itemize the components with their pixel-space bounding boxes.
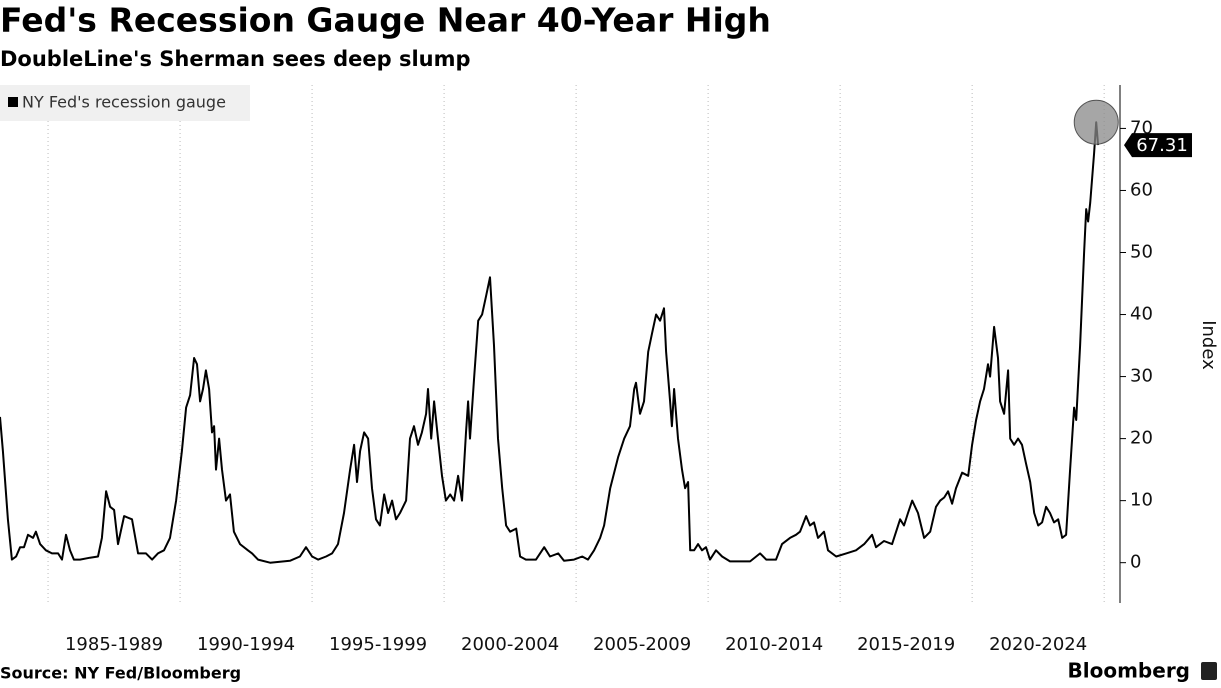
x-tick-label: 1990-1994 [197,634,295,655]
y-axis-label: Index [1198,320,1219,370]
x-tick-label: 2005-2009 [593,634,691,655]
brand-icon [1201,662,1217,680]
x-tick-label: 2020-2024 [989,634,1087,655]
x-tick-label: 2015-2019 [857,634,955,655]
brand: Bloomberg [1068,659,1190,683]
legend-box [0,85,250,121]
source: Source: NY Fed/Bloomberg [0,664,241,683]
y-tick-label: 0 [1130,552,1141,573]
legend-label: NY Fed's recession gauge [22,93,226,112]
y-tick-label: 60 [1130,179,1153,200]
y-tick-label: 50 [1130,241,1153,262]
y-tick-label: 20 [1130,428,1153,449]
legend-swatch [8,97,18,107]
chart-title: Fed's Recession Gauge Near 40-Year High [0,1,771,40]
callout-box [1124,133,1192,158]
x-tick-label: 1995-1999 [329,634,427,655]
callout-label: 67.31 [1136,135,1188,156]
x-tick-label: 1985-1989 [65,634,163,655]
y-tick-label: 40 [1130,304,1153,325]
y-tick-label: 30 [1130,366,1153,387]
x-tick-label: 2010-2014 [725,634,823,655]
series-line [0,121,1100,564]
x-tick-label: 2000-2004 [461,634,559,655]
highlight-circle [1073,99,1119,145]
y-tick-label: 10 [1130,490,1153,511]
chart-subtitle: DoubleLine's Sherman sees deep slump [0,47,471,71]
